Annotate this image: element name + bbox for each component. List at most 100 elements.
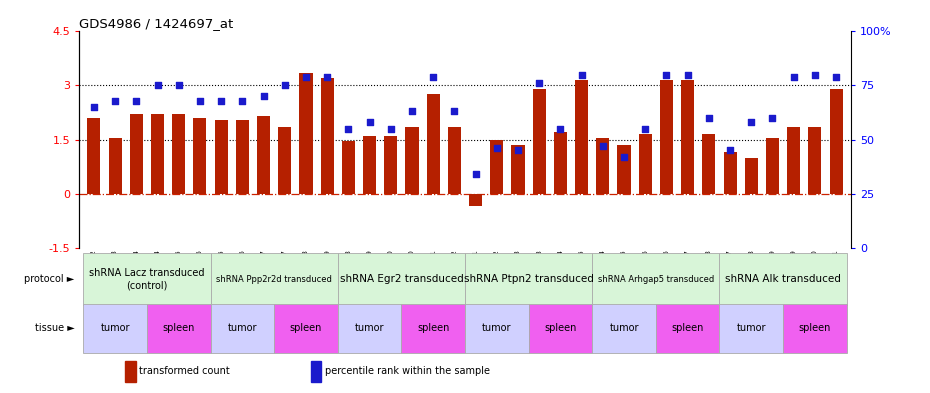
- Bar: [702, 134, 715, 193]
- Point: [171, 82, 186, 88]
- Text: shRNA Ptpn2 transduced: shRNA Ptpn2 transduced: [464, 274, 593, 284]
- Bar: [554, 132, 567, 193]
- Point: [532, 80, 547, 86]
- Bar: [405, 127, 419, 193]
- Point: [108, 97, 123, 104]
- FancyBboxPatch shape: [338, 253, 465, 305]
- FancyBboxPatch shape: [274, 304, 338, 353]
- Bar: [490, 140, 503, 193]
- FancyBboxPatch shape: [210, 304, 274, 353]
- Point: [489, 145, 504, 151]
- Bar: [299, 73, 312, 193]
- Point: [256, 93, 271, 99]
- Text: shRNA Lacz transduced
(control): shRNA Lacz transduced (control): [89, 268, 205, 290]
- Bar: [321, 78, 334, 193]
- Point: [277, 82, 292, 88]
- Bar: [363, 136, 376, 193]
- Point: [765, 115, 780, 121]
- FancyBboxPatch shape: [210, 253, 338, 305]
- Point: [829, 74, 844, 80]
- Bar: [660, 80, 673, 193]
- Bar: [172, 114, 185, 193]
- Text: shRNA Egr2 transduced: shRNA Egr2 transduced: [339, 274, 463, 284]
- Point: [511, 147, 525, 153]
- Bar: [215, 120, 228, 193]
- Text: percentile rank within the sample: percentile rank within the sample: [325, 366, 489, 376]
- Point: [214, 97, 229, 104]
- Point: [320, 74, 335, 80]
- Point: [680, 72, 695, 78]
- Bar: [278, 127, 291, 193]
- Bar: [787, 127, 801, 193]
- Bar: [448, 127, 461, 193]
- Text: spleen: spleen: [671, 323, 704, 333]
- Point: [426, 74, 441, 80]
- Text: tumor: tumor: [609, 323, 639, 333]
- FancyBboxPatch shape: [592, 253, 720, 305]
- Text: spleen: spleen: [290, 323, 322, 333]
- Text: protocol ►: protocol ►: [24, 274, 74, 284]
- Text: shRNA Arhgap5 transduced: shRNA Arhgap5 transduced: [598, 275, 714, 283]
- Bar: [745, 158, 758, 193]
- Point: [744, 119, 759, 125]
- FancyBboxPatch shape: [528, 304, 592, 353]
- Text: transformed count: transformed count: [140, 366, 230, 376]
- Point: [86, 104, 101, 110]
- Point: [235, 97, 250, 104]
- Text: tumor: tumor: [100, 323, 130, 333]
- Bar: [342, 141, 355, 193]
- Point: [807, 72, 822, 78]
- Point: [574, 72, 589, 78]
- Bar: [311, 361, 322, 382]
- FancyBboxPatch shape: [720, 304, 783, 353]
- Point: [638, 125, 653, 132]
- Bar: [512, 145, 525, 193]
- Point: [723, 147, 737, 153]
- Text: spleen: spleen: [163, 323, 195, 333]
- Bar: [808, 127, 821, 193]
- Bar: [618, 145, 631, 193]
- Bar: [596, 138, 609, 193]
- Text: GDS4986 / 1424697_at: GDS4986 / 1424697_at: [79, 17, 233, 30]
- FancyBboxPatch shape: [84, 253, 210, 305]
- Point: [553, 125, 568, 132]
- Bar: [469, 193, 482, 206]
- Bar: [236, 120, 249, 193]
- Bar: [126, 361, 136, 382]
- Point: [341, 125, 356, 132]
- FancyBboxPatch shape: [402, 304, 465, 353]
- FancyBboxPatch shape: [720, 253, 846, 305]
- Bar: [193, 118, 206, 193]
- Bar: [533, 89, 546, 193]
- Point: [659, 72, 674, 78]
- FancyBboxPatch shape: [656, 304, 720, 353]
- Point: [786, 74, 801, 80]
- Point: [701, 115, 716, 121]
- Bar: [639, 134, 652, 193]
- Bar: [384, 136, 397, 193]
- Point: [299, 74, 313, 80]
- Bar: [257, 116, 270, 193]
- Bar: [427, 94, 440, 193]
- Text: spleen: spleen: [417, 323, 449, 333]
- Point: [617, 154, 631, 160]
- FancyBboxPatch shape: [592, 304, 656, 353]
- Text: spleen: spleen: [544, 323, 577, 333]
- Text: tumor: tumor: [228, 323, 257, 333]
- FancyBboxPatch shape: [783, 304, 846, 353]
- FancyBboxPatch shape: [465, 304, 528, 353]
- Bar: [87, 118, 100, 193]
- Bar: [681, 80, 694, 193]
- Bar: [724, 152, 737, 193]
- Point: [468, 171, 483, 177]
- FancyBboxPatch shape: [84, 304, 147, 353]
- Point: [383, 125, 398, 132]
- Point: [447, 108, 462, 114]
- Text: tumor: tumor: [355, 323, 384, 333]
- Point: [150, 82, 165, 88]
- Bar: [151, 114, 164, 193]
- Bar: [109, 138, 122, 193]
- Text: shRNA Alk transduced: shRNA Alk transduced: [725, 274, 841, 284]
- FancyBboxPatch shape: [465, 253, 592, 305]
- Point: [405, 108, 419, 114]
